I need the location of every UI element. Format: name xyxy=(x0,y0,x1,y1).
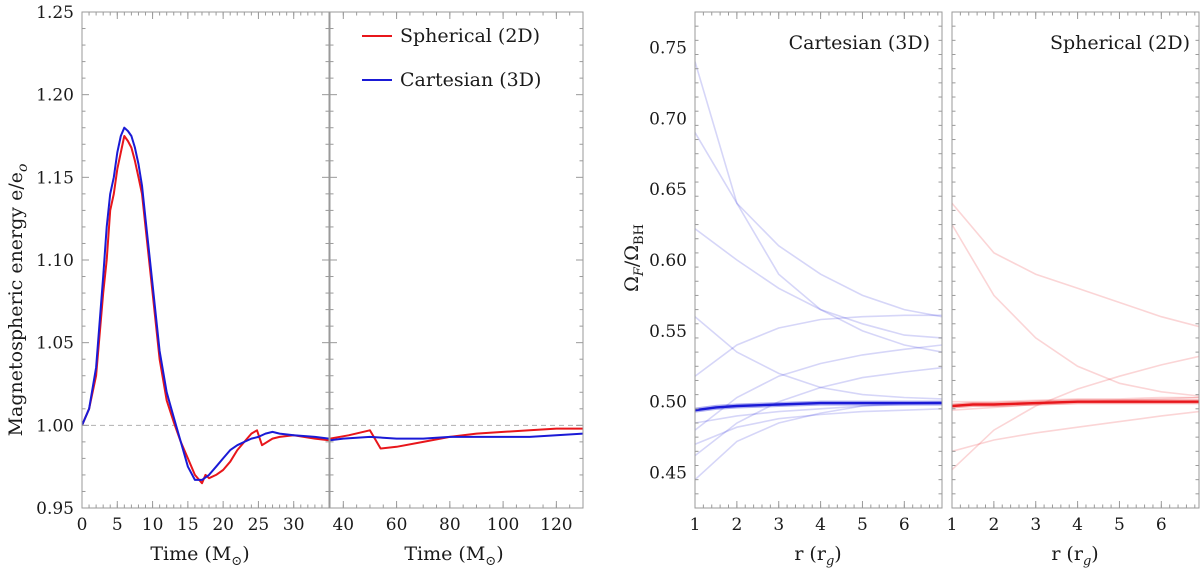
cartesian-trajectory-line xyxy=(695,61,942,353)
legend: Spherical (2D) Cartesian (3D) xyxy=(362,25,541,91)
cartesian-trajectory-line xyxy=(695,400,942,481)
spherical-trajectory-line xyxy=(952,202,1199,328)
x-tick-label: 4 xyxy=(1072,515,1083,535)
y-tick-label: 1.05 xyxy=(36,334,74,354)
x-tick-label: 20 xyxy=(212,515,234,535)
x-tick-label: 15 xyxy=(177,515,199,535)
spherical-panel-frame xyxy=(951,11,1200,509)
x-tick-label: 3 xyxy=(773,515,784,535)
x-tick-label: 0 xyxy=(77,515,88,535)
cartesian-trajectory-line xyxy=(695,408,942,445)
cartesian-trajectory-line xyxy=(695,344,942,431)
energy-chart: 0 5 10 15 20 25 30 40 60 80 100 120 0.95 1.00 1.05 1.10… xyxy=(5,3,584,569)
cartesian-x-axis-title: r (rg) xyxy=(794,543,841,569)
x-tick-label: 1 xyxy=(690,515,701,535)
time-panel-early-x-axis-title: Time (M⊙) xyxy=(150,543,249,569)
x-tick-label: 25 xyxy=(248,515,270,535)
y-tick-label: 0.50 xyxy=(649,393,687,413)
cartesian-trajectory-line xyxy=(695,314,942,377)
late-cartesian-series-line xyxy=(330,432,583,442)
early-spherical-series-line xyxy=(82,135,329,485)
spherical-trajectory-line xyxy=(952,355,1199,471)
y-tick-label: 1.20 xyxy=(36,86,74,106)
y-tick-label: 0.65 xyxy=(649,180,687,200)
x-tick-label: 3 xyxy=(1030,515,1041,535)
x-tick-label: 5 xyxy=(112,515,123,535)
x-tick-label: 6 xyxy=(899,515,910,535)
x-tick-label: 6 xyxy=(1156,515,1167,535)
cartesian-trajectory-line xyxy=(695,402,942,424)
y-tick-label: 0.70 xyxy=(649,109,687,129)
x-tick-label: 10 xyxy=(142,515,164,535)
y-tick-label: 0.95 xyxy=(36,499,74,519)
spherical-mean-line xyxy=(952,400,1199,408)
cartesian-panel-label: Cartesian (3D) xyxy=(789,32,930,54)
cartesian-panel-frame xyxy=(694,11,943,509)
cartesian-trajectory-line xyxy=(695,228,942,339)
y-tick-label: 0.55 xyxy=(649,322,687,342)
x-tick-label: 2 xyxy=(731,515,742,535)
x-tick-label: 5 xyxy=(1114,515,1125,535)
legend-label-spherical: Spherical (2D) xyxy=(400,25,540,47)
spherical-panel-label: Spherical (2D) xyxy=(1050,32,1190,54)
early-cartesian-series-line xyxy=(82,126,329,481)
x-tick-label: 60 xyxy=(386,515,408,535)
omega-y-axis-title: ΩF/ΩBH xyxy=(621,224,647,292)
time-panel-early-frame xyxy=(81,11,330,509)
x-tick-label: 100 xyxy=(487,515,519,535)
cartesian-trajectory-line xyxy=(695,316,942,400)
x-tick-label: 40 xyxy=(332,515,354,535)
spherical-x-axis-title: r (rg) xyxy=(1051,543,1098,569)
y-tick-label: 0.75 xyxy=(649,38,687,58)
x-tick-label: 1 xyxy=(947,515,958,535)
y-tick-label: 1.00 xyxy=(36,416,74,436)
x-tick-label: 2 xyxy=(988,515,999,535)
spherical-trajectory-line xyxy=(952,410,1199,453)
angular-velocity-chart: 1 2 3 4 5 6 1 2 3 4 5 6 0.45 0.50 0.55 0.60 0.65 0.70 0.75… xyxy=(621,11,1200,569)
x-tick-label: 120 xyxy=(540,515,572,535)
time-panel-late-x-axis-title: Time (M⊙) xyxy=(404,543,503,569)
x-tick-label: 30 xyxy=(283,515,305,535)
y-tick-label: 0.45 xyxy=(649,464,687,484)
x-tick-label: 5 xyxy=(857,515,868,535)
spherical-trajectory-line xyxy=(952,396,1199,403)
y-tick-label: 1.25 xyxy=(36,3,74,23)
x-tick-label: 80 xyxy=(439,515,461,535)
cartesian-mean-line xyxy=(695,401,942,412)
y-tick-label: 1.10 xyxy=(36,251,74,271)
x-tick-label: 4 xyxy=(815,515,826,535)
cartesian-trajectory-line xyxy=(695,366,942,457)
late-spherical-series-line xyxy=(330,427,583,450)
cartesian-trajectory-line xyxy=(695,132,942,318)
y-tick-label: 0.60 xyxy=(649,251,687,271)
legend-label-cartesian: Cartesian (3D) xyxy=(400,69,541,91)
energy-y-axis-title: Magnetospheric energy e/eo xyxy=(5,164,31,437)
spherical-trajectory-line xyxy=(952,224,1199,397)
y-tick-label: 1.15 xyxy=(36,168,74,188)
